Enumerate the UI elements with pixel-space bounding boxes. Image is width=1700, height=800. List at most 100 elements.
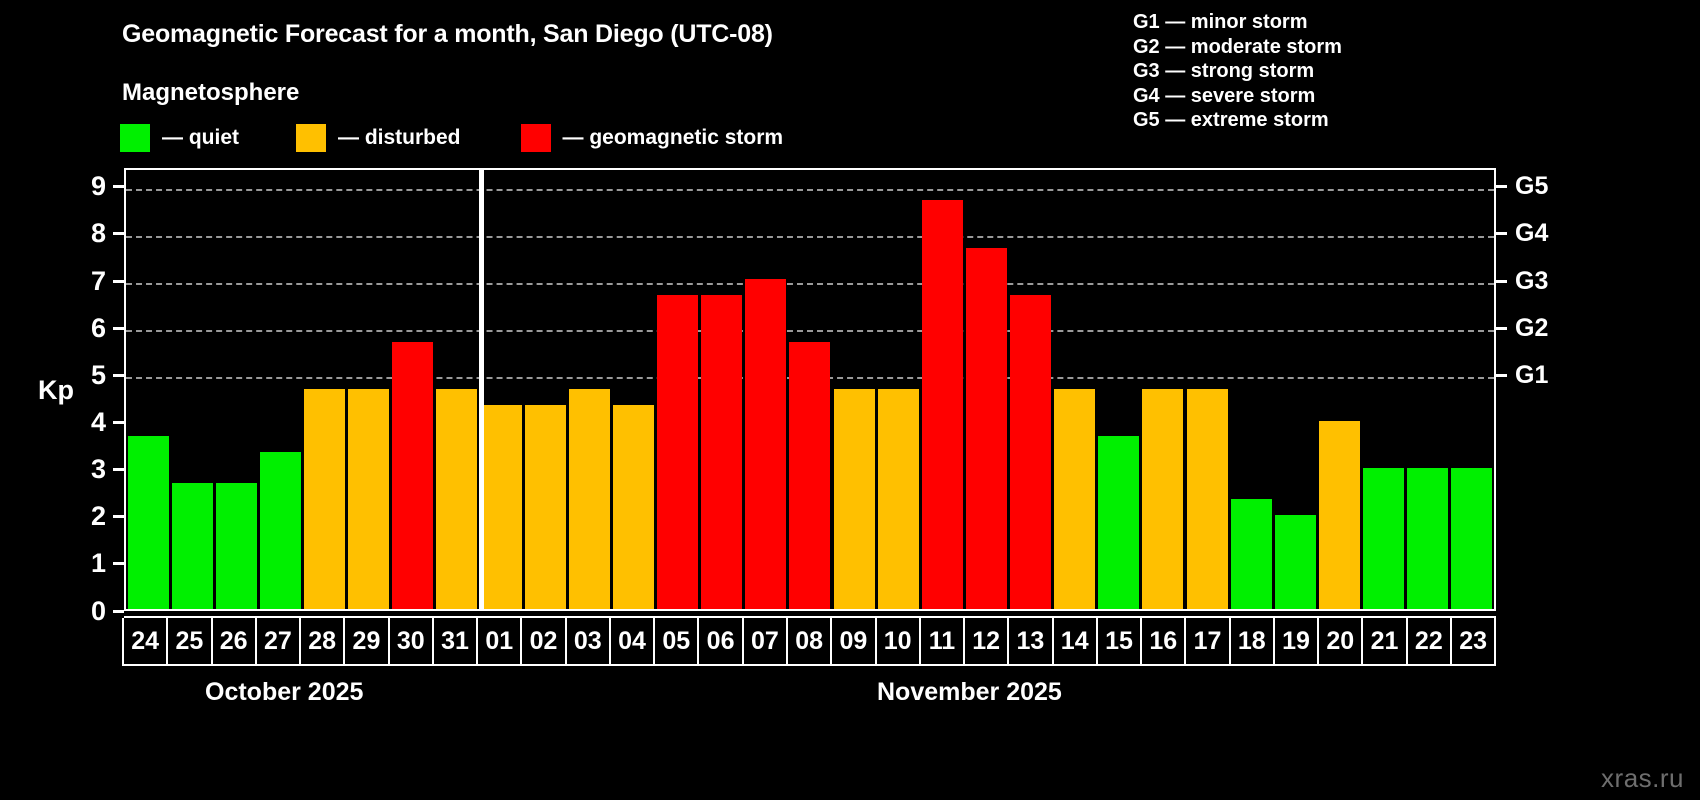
bar-cell[interactable] xyxy=(1009,170,1053,609)
bar-05[interactable] xyxy=(657,294,699,609)
bar-cell[interactable] xyxy=(214,170,258,609)
bar-cell[interactable] xyxy=(1273,170,1317,609)
bar-09[interactable] xyxy=(833,388,875,609)
bar-15[interactable] xyxy=(1098,436,1140,609)
day-label-12[interactable]: 12 xyxy=(963,618,1010,666)
bar-cell[interactable] xyxy=(656,170,700,609)
bar-27[interactable] xyxy=(259,452,301,609)
day-label-10[interactable]: 10 xyxy=(874,618,921,666)
bar-cell[interactable] xyxy=(1317,170,1361,609)
day-label-21[interactable]: 21 xyxy=(1361,618,1408,666)
bar-24[interactable] xyxy=(127,436,169,609)
day-label-01[interactable]: 01 xyxy=(476,618,523,666)
bar-cell[interactable] xyxy=(700,170,744,609)
day-label-29[interactable]: 29 xyxy=(343,618,390,666)
day-label-03[interactable]: 03 xyxy=(564,618,611,666)
day-label-17[interactable]: 17 xyxy=(1184,618,1231,666)
bar-08[interactable] xyxy=(789,341,831,609)
bar-cell[interactable] xyxy=(876,170,920,609)
g-scale-tick-label: G2 xyxy=(1515,313,1549,342)
bar-07[interactable] xyxy=(745,279,787,609)
bar-cell[interactable] xyxy=(788,170,832,609)
bar-23[interactable] xyxy=(1451,467,1493,609)
bar-29[interactable] xyxy=(348,388,390,609)
bar-03[interactable] xyxy=(568,388,610,609)
day-label-06[interactable]: 06 xyxy=(697,618,744,666)
day-label-15[interactable]: 15 xyxy=(1095,618,1143,666)
bar-cell[interactable] xyxy=(479,170,523,609)
bar-30[interactable] xyxy=(392,341,434,609)
bar-11[interactable] xyxy=(921,200,963,609)
bar-12[interactable] xyxy=(965,247,1007,609)
day-label-18[interactable]: 18 xyxy=(1228,618,1275,666)
bar-cell[interactable] xyxy=(170,170,214,609)
bar-cell[interactable] xyxy=(567,170,611,609)
bar-cell[interactable] xyxy=(611,170,655,609)
bar-31[interactable] xyxy=(436,388,478,609)
kp-tick-mark xyxy=(113,420,124,424)
bar-18[interactable] xyxy=(1230,499,1272,609)
bar-cell[interactable] xyxy=(1406,170,1450,609)
day-label-09[interactable]: 09 xyxy=(830,618,877,666)
day-label-27[interactable]: 27 xyxy=(254,618,302,666)
bar-cell[interactable] xyxy=(126,170,170,609)
day-label-08[interactable]: 08 xyxy=(785,618,833,666)
day-label-24[interactable]: 24 xyxy=(122,618,169,666)
bar-06[interactable] xyxy=(701,294,743,609)
legend-label-quiet: — quiet xyxy=(162,126,239,149)
day-label-31[interactable]: 31 xyxy=(431,618,479,666)
day-label-02[interactable]: 02 xyxy=(520,618,567,666)
bar-cell[interactable] xyxy=(920,170,964,609)
bar-28[interactable] xyxy=(304,388,346,609)
bar-cell[interactable] xyxy=(435,170,479,609)
bar-cell[interactable] xyxy=(1362,170,1406,609)
day-label-11[interactable]: 11 xyxy=(918,618,966,666)
bar-cell[interactable] xyxy=(1229,170,1273,609)
legend-swatch-disturbed xyxy=(296,124,326,152)
bar-22[interactable] xyxy=(1407,467,1449,609)
day-label-05[interactable]: 05 xyxy=(653,618,700,666)
day-label-19[interactable]: 19 xyxy=(1272,618,1320,666)
day-label-30[interactable]: 30 xyxy=(387,618,434,666)
bar-16[interactable] xyxy=(1142,388,1184,609)
bar-21[interactable] xyxy=(1363,467,1405,609)
bar-cell[interactable] xyxy=(744,170,788,609)
day-label-16[interactable]: 16 xyxy=(1140,618,1187,666)
day-label-22[interactable]: 22 xyxy=(1405,618,1452,666)
bar-19[interactable] xyxy=(1274,514,1316,609)
bar-cell[interactable] xyxy=(523,170,567,609)
bar-cell[interactable] xyxy=(347,170,391,609)
bar-cell[interactable] xyxy=(1185,170,1229,609)
bar-cell[interactable] xyxy=(1141,170,1185,609)
bar-10[interactable] xyxy=(877,388,919,609)
day-label-28[interactable]: 28 xyxy=(299,618,346,666)
bar-20[interactable] xyxy=(1318,420,1360,609)
day-label-04[interactable]: 04 xyxy=(608,618,656,666)
bar-04[interactable] xyxy=(612,404,654,609)
kp-tick-label: 4 xyxy=(90,406,106,437)
month-caption: October 2025 xyxy=(205,678,364,706)
day-label-14[interactable]: 14 xyxy=(1051,618,1098,666)
bar-01[interactable] xyxy=(480,404,522,609)
bar-14[interactable] xyxy=(1054,388,1096,609)
bar-cell[interactable] xyxy=(303,170,347,609)
day-label-25[interactable]: 25 xyxy=(166,618,213,666)
bar-13[interactable] xyxy=(1010,294,1052,609)
day-label-13[interactable]: 13 xyxy=(1007,618,1054,666)
bar-cell[interactable] xyxy=(391,170,435,609)
bar-cell[interactable] xyxy=(1097,170,1141,609)
bar-cell[interactable] xyxy=(832,170,876,609)
bar-cell[interactable] xyxy=(964,170,1008,609)
day-label-23[interactable]: 23 xyxy=(1449,618,1497,666)
bar-cell[interactable] xyxy=(1053,170,1097,609)
day-label-26[interactable]: 26 xyxy=(210,618,257,666)
bar-17[interactable] xyxy=(1186,388,1228,609)
g-scale-tick-mark xyxy=(1496,326,1507,330)
bar-cell[interactable] xyxy=(258,170,302,609)
bar-25[interactable] xyxy=(171,483,213,609)
bar-cell[interactable] xyxy=(1450,170,1494,609)
bar-02[interactable] xyxy=(524,404,566,609)
bar-26[interactable] xyxy=(215,483,257,609)
day-label-07[interactable]: 07 xyxy=(741,618,788,666)
day-label-20[interactable]: 20 xyxy=(1317,618,1364,666)
